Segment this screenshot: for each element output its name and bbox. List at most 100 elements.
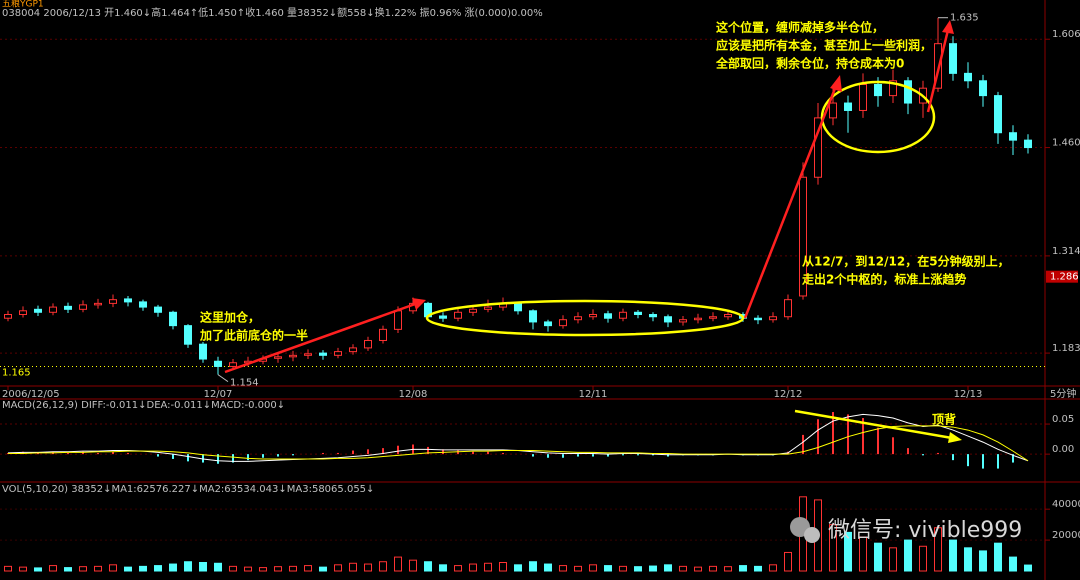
y-tick-label: 0.05 xyxy=(1052,414,1074,425)
volume-bar xyxy=(664,564,672,572)
volume-bar xyxy=(964,547,972,572)
volume-bar xyxy=(214,562,222,572)
volume-bar xyxy=(229,565,237,572)
candle-body xyxy=(964,72,972,82)
volume-bar xyxy=(919,545,927,572)
volume-bar xyxy=(634,566,642,572)
candle-body xyxy=(799,176,807,297)
volume-bar xyxy=(589,564,597,572)
watermark: 微信号: vivible999 xyxy=(790,517,1022,543)
candle-body xyxy=(994,95,1002,134)
candle-body xyxy=(664,316,672,323)
candle-body xyxy=(94,302,102,306)
volume-bar xyxy=(514,564,522,572)
candle-body xyxy=(649,314,657,318)
volume-bar xyxy=(679,565,687,572)
volume-bar xyxy=(559,565,567,572)
volume-bar xyxy=(469,563,477,572)
candle-body xyxy=(169,311,177,327)
candle-body xyxy=(289,354,297,358)
volume-bar xyxy=(49,565,57,572)
volume-bar xyxy=(649,565,657,572)
volume-bar xyxy=(424,561,432,572)
volume-bar xyxy=(289,565,297,572)
price-marker xyxy=(1046,270,1078,283)
candle-body xyxy=(214,360,222,367)
low-label: 1.154 xyxy=(230,378,259,389)
annotation: 顶背 xyxy=(932,412,956,427)
volume-bar xyxy=(4,565,12,572)
candle-body xyxy=(364,339,372,349)
volume-bar xyxy=(544,563,552,572)
candle-body xyxy=(904,80,912,104)
volume-bar xyxy=(244,566,252,572)
volume-bar xyxy=(529,561,537,572)
trend-arrow xyxy=(926,29,950,113)
candle-body xyxy=(454,311,462,319)
volume-bar xyxy=(109,564,117,572)
x-tick-label: 2006/12/05 xyxy=(2,389,60,400)
candle-body xyxy=(4,314,12,319)
candle-body xyxy=(589,314,597,318)
candle-body xyxy=(889,80,897,97)
candle-body xyxy=(229,362,237,367)
candle-body xyxy=(379,328,387,341)
macd-title: MACD(26,12,9) DIFF:-0.011↓DEA:-0.011↓MAC… xyxy=(2,400,285,411)
candle-body xyxy=(109,299,117,304)
candle-body xyxy=(814,117,822,178)
volume-bar xyxy=(154,565,162,572)
divergence-arrow xyxy=(794,409,953,440)
x-tick-label: 12/13 xyxy=(954,389,983,400)
volume-bar xyxy=(259,567,267,572)
annotation: 全部取回，剩余仓位，持仓成本为0 xyxy=(715,56,904,71)
volume-bar xyxy=(184,561,192,572)
high-label: 1.635 xyxy=(950,13,979,24)
y-tick-label: 400000 xyxy=(1052,499,1080,510)
annotation: 这里加仓， xyxy=(200,310,260,325)
annotation: 应该是把所有本金，甚至加上一些利润， xyxy=(716,38,932,53)
arrow-head xyxy=(830,75,842,92)
candle-body xyxy=(439,315,447,319)
volume-bar xyxy=(334,564,342,572)
candle-body xyxy=(829,102,837,119)
trend-arrow xyxy=(224,301,419,374)
candle-body xyxy=(529,310,537,323)
volume-bar xyxy=(889,547,897,572)
candle-body xyxy=(469,308,477,313)
volume-bar xyxy=(709,565,717,572)
volume-bar xyxy=(199,562,207,572)
volume-bar xyxy=(934,527,942,572)
volume-bar xyxy=(874,542,882,572)
low-pointer xyxy=(217,374,229,383)
annotation: 加了此前底仓的一半 xyxy=(199,328,308,343)
volume-bar xyxy=(844,531,852,572)
volume-bar xyxy=(304,565,312,572)
candle-body xyxy=(874,83,882,97)
volume-bar xyxy=(94,565,102,572)
candle-body xyxy=(124,298,132,303)
volume-bar xyxy=(394,556,402,572)
volume-bar xyxy=(739,565,747,572)
candle-body xyxy=(694,317,702,321)
volume-bar xyxy=(1024,564,1032,572)
candle-body xyxy=(574,316,582,321)
candle-body xyxy=(1009,132,1017,141)
watermark-icon xyxy=(804,527,820,543)
y-tick-label: 200000 xyxy=(1052,530,1080,541)
candle-body xyxy=(769,316,777,321)
x-tick-label: 12/11 xyxy=(579,389,608,400)
annotation: 走出2个中枢的，标准上涨趋势 xyxy=(802,272,966,287)
candle-body xyxy=(859,83,867,111)
volume-bar xyxy=(949,539,957,572)
candle-body xyxy=(199,343,207,360)
x-tick-label: 12/07 xyxy=(204,389,233,400)
candle-body xyxy=(184,325,192,345)
candle-body xyxy=(679,319,687,323)
candle-body xyxy=(1024,139,1032,149)
volume-bar xyxy=(319,566,327,572)
candle-body xyxy=(709,316,717,319)
candle-body xyxy=(484,306,492,310)
candle-body xyxy=(79,304,87,310)
